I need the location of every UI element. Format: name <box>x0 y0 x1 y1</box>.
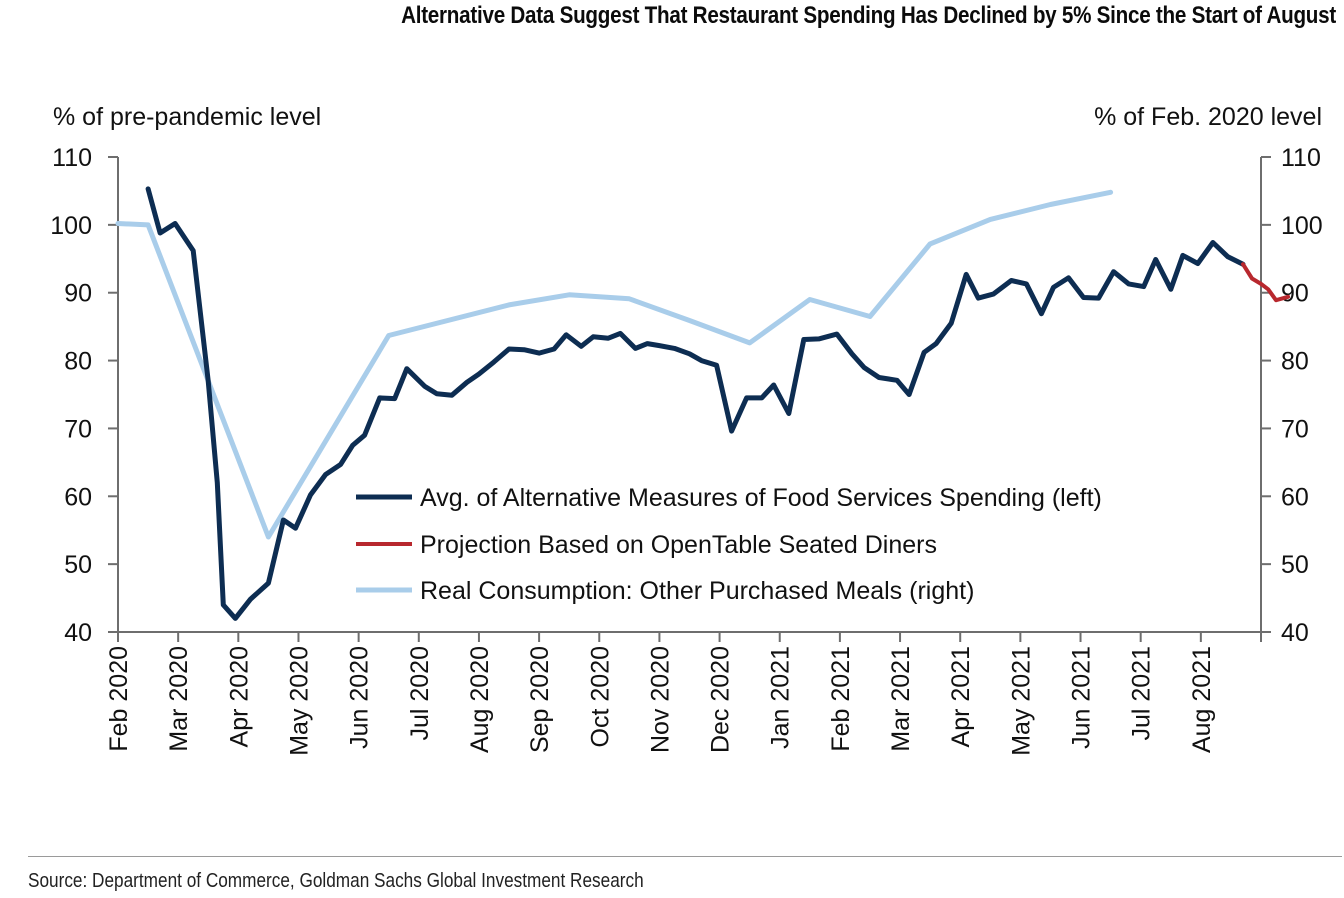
series-lines <box>115 186 1291 621</box>
left-y-tick-label: 40 <box>64 619 92 647</box>
x-tick-label: Aug 2021 <box>1188 646 1216 753</box>
axes: 40 40 50 50 60 60 70 70 80 80 90 90 100 100 110 110 Feb … <box>50 144 1322 756</box>
x-tick-label: Apr 2020 <box>225 646 253 747</box>
left-y-tick-label: 70 <box>64 415 92 443</box>
left-y-tick-label: 90 <box>64 280 92 308</box>
right-axis-label: % of Feb. 2020 level <box>1094 103 1322 131</box>
right-y-tick-label: 100 <box>1281 212 1323 240</box>
x-tick-label: Jun 2020 <box>346 646 374 749</box>
right-y-tick-label: 90 <box>1281 280 1309 308</box>
right-y-tick-label: 80 <box>1281 348 1309 376</box>
series-line-1 <box>1241 262 1291 303</box>
x-tick-label: Sep 2020 <box>526 646 554 753</box>
x-tick-label: Dec 2020 <box>707 646 735 753</box>
legend-label-2: Real Consumption: Other Purchased Meals … <box>420 577 974 605</box>
right-y-tick-label: 110 <box>1281 144 1321 172</box>
right-y-tick-label: 40 <box>1281 619 1309 647</box>
left-y-tick-label: 100 <box>50 212 92 240</box>
x-tick-label: Nov 2020 <box>646 646 674 753</box>
x-tick-label: Mar 2020 <box>165 646 193 752</box>
left-y-tick-label: 50 <box>64 551 92 579</box>
legend-label-1: Projection Based on OpenTable Seated Din… <box>420 531 937 559</box>
series-line-0 <box>145 186 1246 621</box>
x-tick-label: Jul 2021 <box>1128 646 1156 741</box>
x-tick-label: Jan 2021 <box>767 646 795 749</box>
left-y-tick-label: 80 <box>64 348 92 376</box>
series-line-2 <box>115 189 1114 540</box>
chart-title: Alternative Data Suggest That Restaurant… <box>401 2 1337 29</box>
x-tick-label: Oct 2020 <box>586 646 614 747</box>
x-tick-label: Aug 2020 <box>466 646 494 753</box>
x-tick-label: Apr 2021 <box>947 646 975 747</box>
x-tick-label: Jun 2021 <box>1068 646 1096 749</box>
x-tick-label: Mar 2021 <box>887 646 915 752</box>
x-tick-label: Feb 2020 <box>105 646 133 752</box>
left-y-tick-label: 60 <box>64 483 92 511</box>
legend-label-0: Avg. of Alternative Measures of Food Ser… <box>420 484 1102 512</box>
source-note: Source: Department of Commerce, Goldman … <box>28 870 644 892</box>
right-y-tick-label: 60 <box>1281 483 1309 511</box>
right-y-tick-label: 50 <box>1281 551 1309 579</box>
right-y-tick-label: 70 <box>1281 415 1309 443</box>
x-tick-label: Feb 2021 <box>827 646 855 752</box>
left-y-tick-label: 110 <box>52 144 92 172</box>
source-divider <box>28 856 1342 857</box>
left-axis-label: % of pre-pandemic level <box>53 103 321 131</box>
x-tick-label: May 2020 <box>285 646 313 756</box>
x-tick-label: May 2021 <box>1007 646 1035 756</box>
x-tick-label: Jul 2020 <box>406 646 434 741</box>
legend: Avg. of Alternative Measures of Food Ser… <box>356 484 1102 605</box>
